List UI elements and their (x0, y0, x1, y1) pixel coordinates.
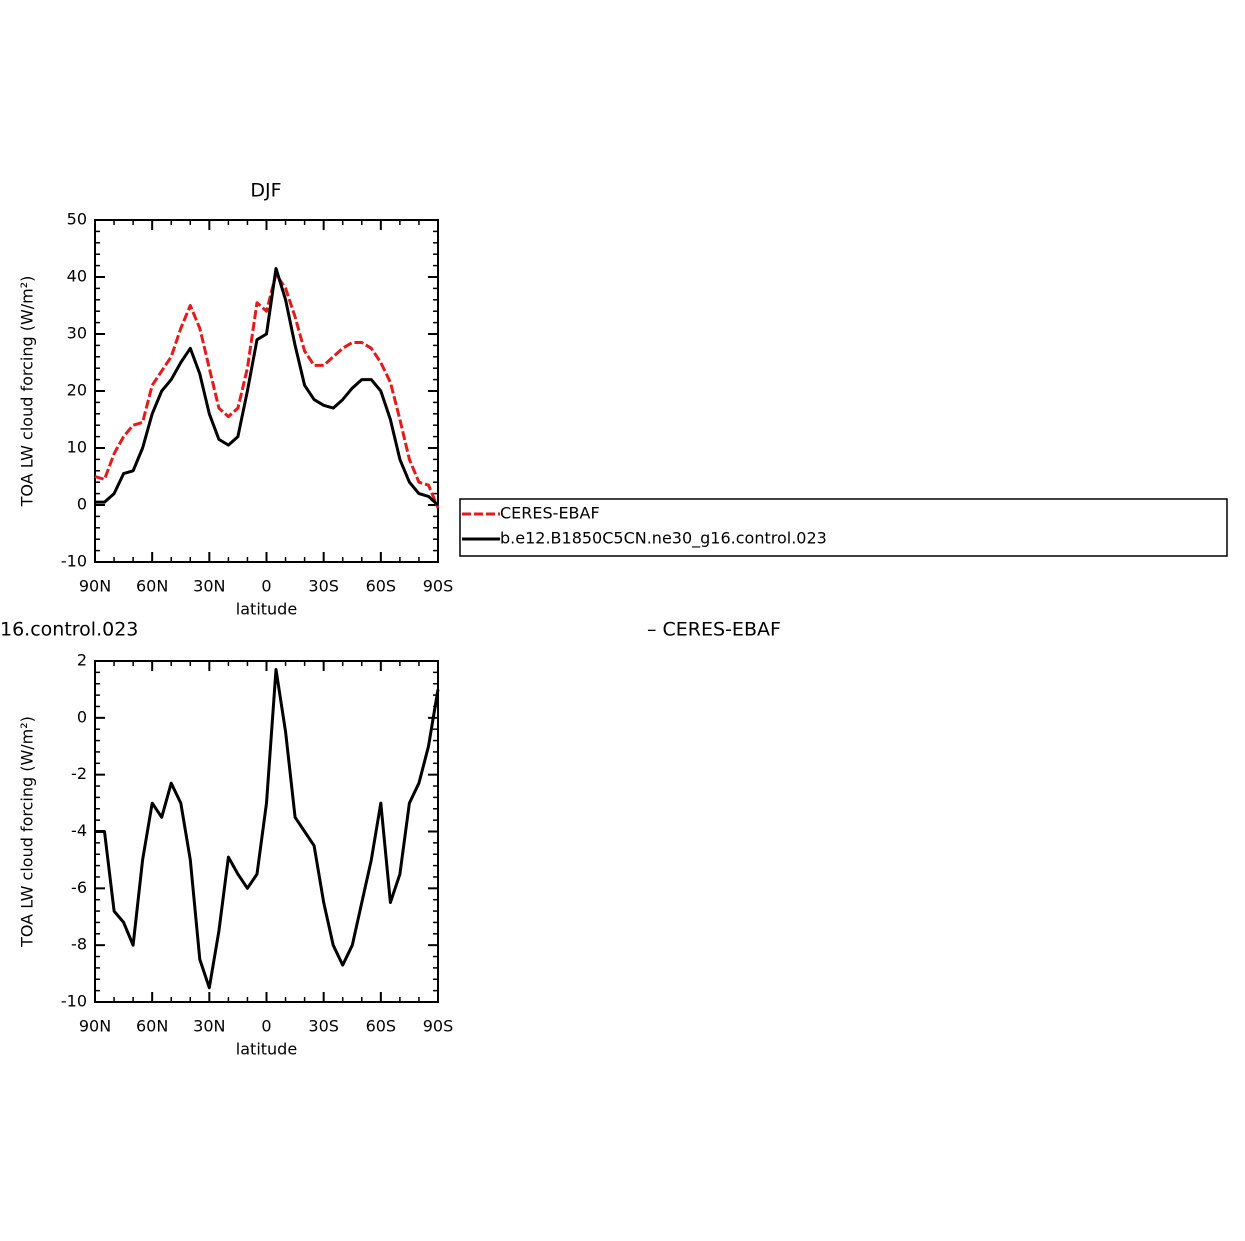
x-tick-label: 90N (79, 577, 111, 596)
y-axis-label: TOA LW cloud forcing (W/m²) (18, 276, 37, 508)
data-line (94, 272, 440, 509)
y-tick-label: -6 (71, 878, 87, 897)
y-tick-label: -2 (71, 764, 87, 783)
x-tick-label: 90N (79, 1017, 111, 1036)
x-tick-label: 60S (366, 1017, 397, 1036)
x-tick-label: 90S (423, 577, 454, 596)
x-tick-label: 60N (136, 1017, 168, 1036)
y-tick-label: -10 (61, 552, 87, 571)
y-axis-label: TOA LW cloud forcing (W/m²) (18, 716, 37, 948)
y-tick-label: 10 (67, 438, 87, 457)
data-line (95, 668, 440, 990)
x-tick-label: 60S (366, 577, 397, 596)
y-tick-label: 40 (67, 267, 87, 286)
x-tick-label: 0 (261, 577, 271, 596)
legend-label: CERES-EBAF (500, 504, 600, 523)
x-tick-label: 30N (193, 577, 225, 596)
chart-title: DJF (250, 180, 281, 202)
x-tick-label: 0 (261, 1017, 271, 1036)
legend-label: b.e12.B1850C5CN.ne30_g16.control.023 (500, 529, 827, 549)
y-tick-label: 20 (67, 381, 87, 400)
x-tick-label: 30S (308, 577, 339, 596)
x-tick-label: 30N (193, 1017, 225, 1036)
x-axis-label: latitude (236, 600, 297, 619)
y-tick-label: 0 (77, 707, 87, 726)
y-tick-label: -10 (61, 992, 87, 1011)
x-tick-label: 30S (308, 1017, 339, 1036)
y-tick-label: 30 (67, 324, 87, 343)
x-axis-label: latitude (236, 1040, 297, 1059)
y-tick-label: 2 (77, 651, 87, 670)
x-tick-label: 90S (423, 1017, 454, 1036)
chart-title-right: – CERES-EBAF (647, 619, 781, 641)
x-tick-label: 60N (136, 577, 168, 596)
plot-frame (94, 219, 439, 563)
y-tick-label: -4 (71, 821, 87, 840)
legend-box (459, 498, 1228, 557)
y-tick-label: -8 (71, 935, 87, 954)
y-tick-label: 0 (77, 495, 87, 514)
data-line (95, 267, 440, 507)
chart-title-left: 16.control.023 (0, 619, 138, 641)
y-tick-label: 50 (67, 210, 87, 229)
